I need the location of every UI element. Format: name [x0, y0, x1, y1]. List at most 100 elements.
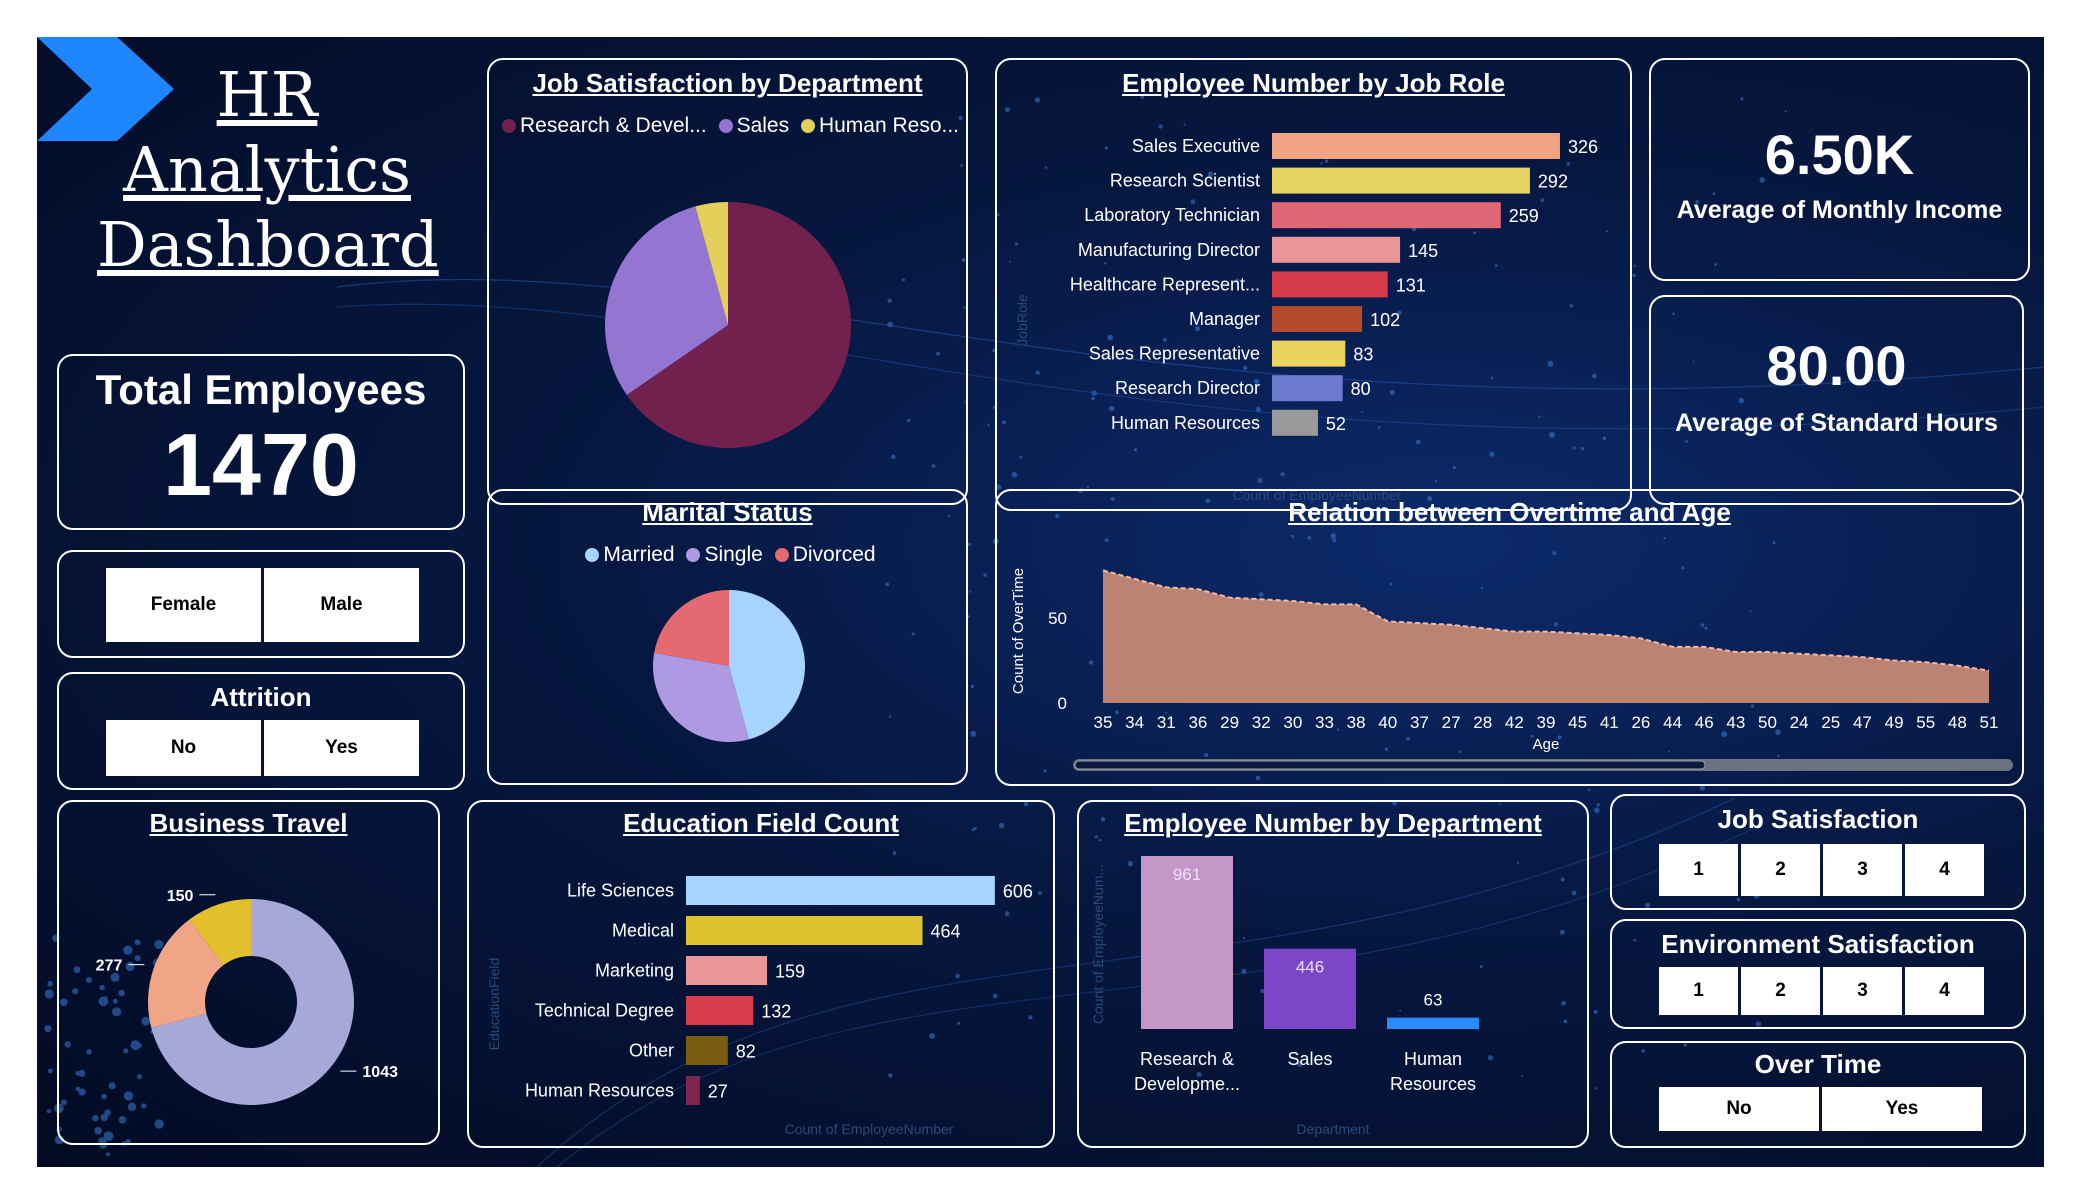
- overtime-no-button[interactable]: No: [1659, 1087, 1819, 1131]
- environment-1-button[interactable]: 1: [1659, 967, 1738, 1015]
- monthly-income-card: 6.50K Average of Monthly Income: [1649, 58, 2030, 281]
- job-role-value-3: 145: [1408, 241, 1438, 261]
- job-role-category-0: Sales Executive: [1132, 136, 1260, 156]
- overtime-x-tick-8: 38: [1347, 713, 1366, 732]
- job-role-chart: Sales Executive 326 Research Scientist 292 L…: [1014, 133, 1598, 503]
- overtime-x-tick-0: 35: [1094, 713, 1113, 732]
- job-role-bar-6: [1272, 340, 1346, 367]
- overtime-x-tick-1: 34: [1125, 713, 1144, 732]
- education-field-bar-0: [686, 876, 995, 905]
- business-travel-slice-2: [189, 899, 251, 966]
- overtime-x-tick-28: 51: [1980, 713, 1999, 732]
- legend-dot-rnd: [501, 119, 516, 134]
- overtime-x-tick-4: 29: [1220, 713, 1239, 732]
- environment-2-button[interactable]: 2: [1741, 967, 1820, 1015]
- department-category-2-line-1: Resources: [1390, 1074, 1476, 1094]
- business-travel-label-2: 150: [167, 888, 194, 905]
- job-satisfaction-slicer-title: Job Satisfaction: [1717, 804, 1919, 834]
- job-role-category-1: Research Scientist: [1110, 171, 1260, 191]
- business-travel-slice-0: [151, 899, 354, 1105]
- overtime-x-tick-24: 47: [1853, 713, 1872, 732]
- job-satisfaction-3-button[interactable]: 3: [1823, 844, 1902, 896]
- job-satisfaction-2-button[interactable]: 2: [1741, 844, 1820, 896]
- overtime-scrollbar-thumb[interactable]: [1074, 760, 1706, 770]
- job-satisfaction-dept-slice-1: [605, 206, 728, 395]
- overtime-age-card: Relation between Overtime and Age 0 50 35 3…: [995, 489, 2024, 786]
- job-satisfaction-dept-title: Job Satisfaction by Department: [532, 68, 923, 98]
- job-role-bar-5: [1272, 306, 1363, 332]
- male-button[interactable]: Male: [264, 568, 419, 642]
- job-role-bar-4: [1272, 271, 1388, 298]
- job-satisfaction-4-button[interactable]: 4: [1905, 844, 1984, 896]
- education-field-category-0: Life Sciences: [567, 881, 674, 901]
- overtime-x-tick-17: 26: [1631, 713, 1650, 732]
- business-travel-card: Business Travel 1043 277 150: [57, 800, 440, 1145]
- education-field-category-5: Human Resources: [525, 1081, 674, 1101]
- overtime-x-axis-label: Age: [1533, 736, 1560, 753]
- female-button[interactable]: Female: [106, 568, 261, 642]
- job-role-value-4: 131: [1396, 275, 1426, 295]
- overtime-age-title: Relation between Overtime and Age: [1288, 497, 1731, 527]
- attrition-no-button[interactable]: No: [106, 720, 261, 776]
- job-role-value-8: 52: [1326, 414, 1346, 434]
- department-y-axis-label: Count of EmployeeNum...: [1090, 864, 1106, 1024]
- job-satisfaction-1-button[interactable]: 1: [1659, 844, 1738, 896]
- job-role-category-7: Research Director: [1115, 378, 1260, 398]
- arrow-icon: [37, 37, 174, 141]
- education-field-value-3: 132: [761, 1002, 791, 1022]
- education-field-chart: Life Sciences 606 Medical 464 Marketing 159 Te…: [486, 876, 1033, 1137]
- business-travel-title: Business Travel: [149, 808, 348, 838]
- total-employees-card: Total Employees 1470: [57, 354, 465, 530]
- legend-label-single: Single: [704, 543, 763, 566]
- department-category-0-line-0: Research &: [1140, 1049, 1234, 1069]
- education-field-bar-1: [686, 916, 923, 945]
- attrition-title: Attrition: [210, 682, 312, 712]
- overtime-x-tick-26: 55: [1916, 713, 1935, 732]
- job-role-category-6: Sales Representative: [1089, 344, 1260, 364]
- department-title: Employee Number by Department: [1124, 808, 1542, 838]
- job-role-bar-7: [1272, 375, 1343, 402]
- dashboard-title: HR Analytics Dashboard: [97, 57, 439, 282]
- attrition-yes-button[interactable]: Yes: [264, 720, 419, 776]
- overtime-area: [1103, 570, 1989, 703]
- marital-status-card: Marital Status Married Single Divorced: [487, 489, 968, 785]
- overtime-x-tick-22: 24: [1790, 713, 1809, 732]
- job-role-category-5: Manager: [1189, 309, 1260, 329]
- overtime-yes-button[interactable]: Yes: [1822, 1087, 1982, 1131]
- education-field-bar-3: [686, 996, 754, 1025]
- job-role-value-6: 83: [1353, 345, 1373, 365]
- job-role-category-2: Laboratory Technician: [1084, 205, 1260, 225]
- education-field-bar-2: [686, 956, 768, 985]
- title-line-3: Dashboard: [97, 208, 439, 281]
- legend-label-hr: Human Reso...: [818, 114, 960, 137]
- job-role-title: Employee Number by Job Role: [1122, 68, 1505, 98]
- education-field-category-3: Technical Degree: [535, 1001, 674, 1021]
- environment-4-button[interactable]: 4: [1905, 967, 1984, 1015]
- job-satisfaction-dept-legend: Research & Devel... Sales Human Reso...: [489, 114, 966, 138]
- education-field-value-0: 606: [1003, 882, 1033, 902]
- standard-hours-value: 80.00: [1766, 334, 1907, 397]
- job-role-value-0: 326: [1568, 137, 1598, 157]
- overtime-x-tick-5: 32: [1252, 713, 1271, 732]
- job-role-bar-1: [1272, 167, 1530, 194]
- department-value-0: 961: [1173, 865, 1201, 884]
- education-field-category-1: Medical: [612, 921, 674, 941]
- overtime-x-tick-7: 33: [1315, 713, 1334, 732]
- marital-status-legend: Married Single Divorced: [489, 543, 966, 567]
- overtime-x-tick-10: 37: [1410, 713, 1429, 732]
- total-employees-label: Total Employees: [95, 366, 427, 413]
- environment-3-button[interactable]: 3: [1823, 967, 1902, 1015]
- environment-satisfaction-title: Environment Satisfaction: [1661, 929, 1975, 959]
- department-card: Employee Number by Department 961 Researc…: [1077, 800, 1589, 1148]
- environment-satisfaction-slicer: Environment Satisfaction 1 2 3 4: [1610, 919, 2026, 1029]
- job-role-value-1: 292: [1538, 172, 1568, 192]
- job-role-bar-2: [1272, 202, 1501, 229]
- overtime-x-tick-23: 25: [1821, 713, 1840, 732]
- business-travel-slice-1: [148, 919, 224, 1028]
- business-travel-label-0: 1043: [362, 1064, 398, 1081]
- marital-status-slice-0: [729, 590, 805, 740]
- overtime-line: [1102, 569, 1990, 672]
- job-satisfaction-dept-slice-2: [695, 202, 728, 325]
- overtime-y-tick-0: 0: [1058, 694, 1067, 713]
- marital-status-title: Marital Status: [642, 497, 813, 527]
